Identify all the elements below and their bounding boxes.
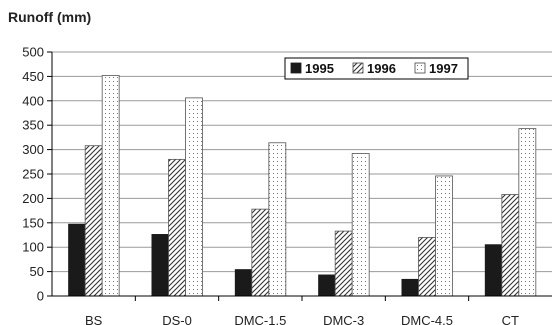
x-tick-label: BS [85,313,103,325]
bar-1997-bs [101,75,120,297]
y-tick-label: 250 [22,167,44,182]
bars [68,75,537,297]
y-tick-label: 50 [30,264,44,279]
x-tick-label: DS-0 [162,313,192,325]
bar-1997-dmc-3 [351,153,370,297]
bar-1996-bs [84,145,103,297]
legend-swatch-1995 [290,62,302,74]
bar-1996-dmc-3 [334,230,353,297]
bar-1995-ct [484,244,502,296]
y-tick-label: 200 [22,191,44,206]
bar-1996-ds-0 [168,158,186,297]
y-tick-label: 100 [22,240,44,255]
bar-1995-dmc-4.5 [401,278,419,296]
y-tick-label: 350 [22,118,44,133]
y-axis-title: Runoff (mm) [8,9,91,25]
bar-1995-dmc-3 [318,274,336,296]
y-tick-label: 500 [22,45,44,60]
legend-label: 1995 [305,61,334,76]
x-tick-label: DMC-1.5 [234,313,286,325]
legend-label: 1997 [429,61,458,76]
y-tick-label: 300 [22,142,44,157]
bar-1995-bs [68,223,86,296]
bar-1996-ct [501,194,520,297]
bar-1995-ds-0 [151,234,169,296]
legend-label: 1996 [367,61,396,76]
gridlines [52,51,552,273]
bar-1997-dmc-1.5 [268,142,287,297]
axes: 0 50 100 150 200 250 300 350 400 450 500 BS DS-0 DMC-… [22,45,552,325]
y-tick-label: 450 [22,69,44,84]
legend-swatch-1997 [414,62,426,74]
legend: 1995 1996 1997 [284,57,469,80]
bar-1997-ct [518,128,537,297]
bar-1997-dmc-4.5 [435,175,453,297]
y-tick-label: 0 [37,289,44,304]
x-tick-label: DMC-3 [323,313,364,325]
x-tick-label: DMC-4.5 [401,313,453,325]
bar-1995-dmc-1.5 [234,269,252,296]
y-tick-label: 150 [22,215,44,230]
bar-1997-ds-0 [185,97,203,297]
legend-swatch-1996 [352,62,364,74]
bar-1996-dmc-1.5 [251,208,270,297]
y-tick-label: 400 [22,93,44,108]
bar-1996-dmc-4.5 [418,237,436,297]
x-tick-label: CT [502,313,519,325]
